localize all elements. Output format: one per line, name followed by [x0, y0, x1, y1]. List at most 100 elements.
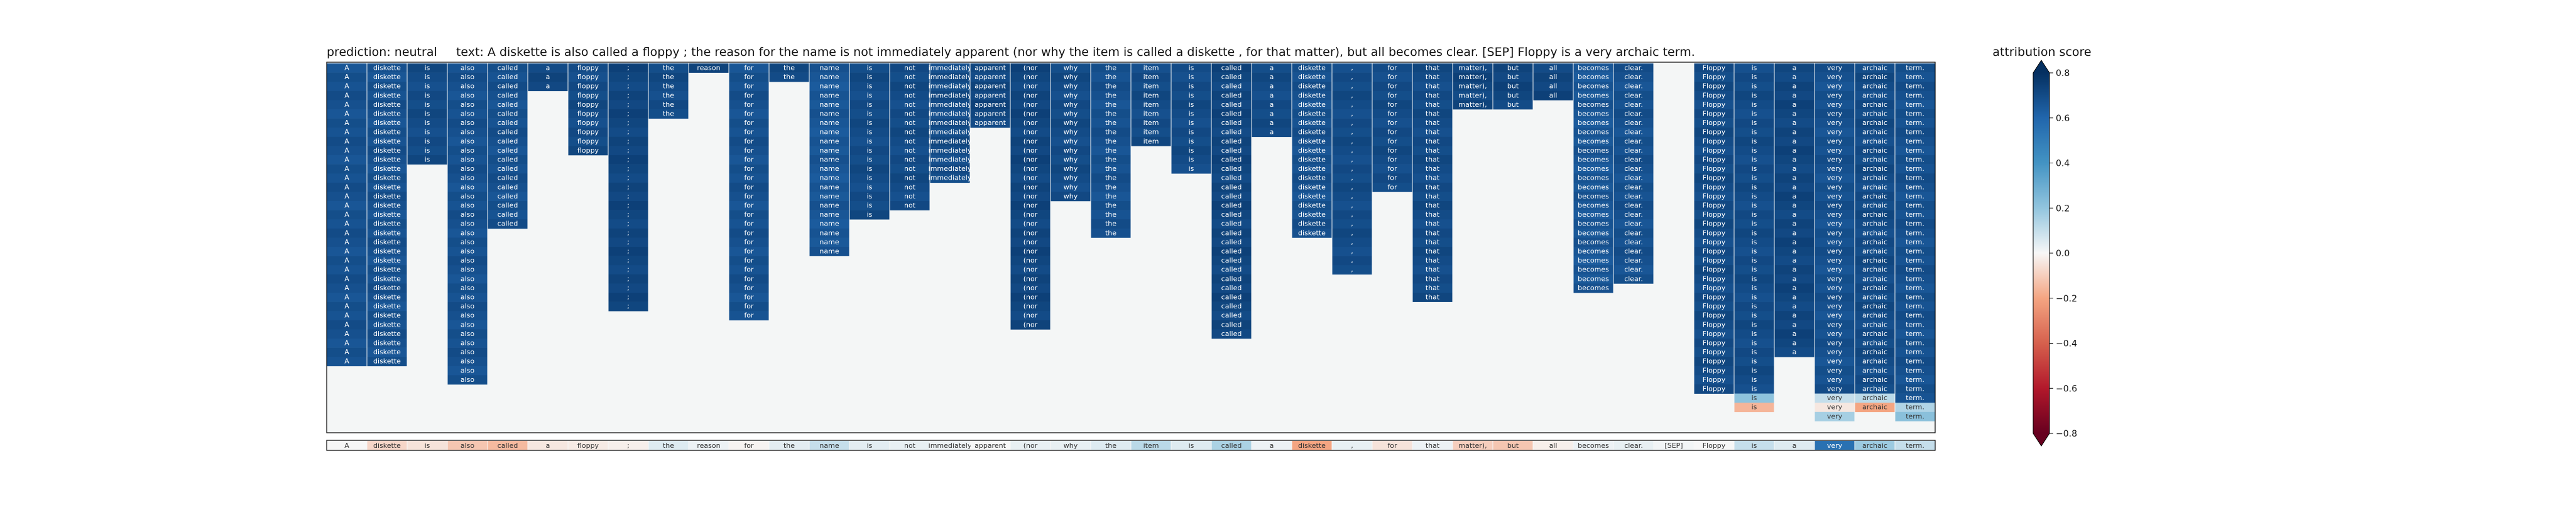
- cell-token-label: called: [498, 110, 518, 118]
- heatmap-cell: [1292, 219, 1332, 229]
- cell-token-label: is: [867, 192, 873, 200]
- cell-token-label: called: [498, 174, 518, 182]
- cell-token-label: a: [1793, 183, 1797, 191]
- heatmap-cell: [1412, 146, 1453, 156]
- heatmap-cell: [1292, 63, 1332, 73]
- heatmap-cell: [930, 100, 970, 110]
- cell-token-label: Floppy: [1703, 210, 1726, 219]
- cell-token-label: term.: [1906, 100, 1924, 109]
- heatmap-cell: [1091, 219, 1131, 229]
- cell-token-label: the: [1105, 91, 1116, 99]
- heatmap-cell: [1815, 256, 1855, 266]
- heatmap-cell: [1412, 210, 1453, 220]
- cell-token-label: the: [663, 110, 674, 118]
- cell-token-label: is: [1189, 73, 1194, 81]
- cell-token-label: clear.: [1624, 183, 1643, 191]
- heatmap-cell: [367, 63, 407, 73]
- cell-token-label: clear.: [1624, 128, 1643, 136]
- heatmap-cell: [1694, 82, 1734, 92]
- heatmap-cell: [1091, 90, 1131, 100]
- cell-token-label: for: [744, 312, 754, 320]
- summary-cell: [1252, 441, 1292, 450]
- heatmap-cell: [1855, 339, 1895, 348]
- cell-token-label: that: [1426, 293, 1440, 301]
- cell-token-label: reason: [697, 64, 720, 72]
- heatmap-cell: [1493, 100, 1533, 110]
- heatmap-cell: [327, 301, 367, 312]
- heatmap-cell: [1613, 192, 1654, 202]
- cell-token-label: is: [1752, 394, 1757, 402]
- cell-token-label: called: [1221, 165, 1242, 173]
- cell-token-label: diskette: [373, 119, 401, 127]
- cell-token-label: archaic: [1862, 137, 1887, 145]
- cell-token-label: the: [1105, 165, 1116, 173]
- colorbar-tick-label: 0.6: [2056, 114, 2070, 124]
- heatmap-cell: [1774, 128, 1815, 138]
- heatmap-cell: [890, 72, 930, 82]
- heatmap-cell: [1774, 201, 1815, 210]
- cell-token-label: that: [1426, 91, 1440, 99]
- cell-token-label: called: [498, 156, 518, 164]
- heatmap-cell: [1774, 228, 1815, 238]
- heatmap-cell: [1694, 136, 1734, 146]
- heatmap-cell: [1774, 82, 1815, 92]
- cell-token-label: clear.: [1624, 256, 1643, 264]
- cell-token-label: why: [1064, 165, 1078, 173]
- cell-token-label: is: [1752, 73, 1757, 81]
- cell-token-label: for: [1387, 165, 1397, 173]
- heatmap-cell: [488, 90, 528, 100]
- heatmap-cell: [367, 339, 407, 348]
- heatmap-cell: [1252, 109, 1292, 119]
- cell-token-label: the: [663, 73, 674, 81]
- heatmap-cell: [1010, 237, 1051, 247]
- heatmap-cell: [1171, 82, 1211, 92]
- heatmap-cell: [528, 82, 568, 92]
- heatmap-cell: [1010, 164, 1051, 174]
- cell-token-label: floppy: [577, 137, 599, 145]
- cell-token-label: (nor: [1023, 274, 1038, 283]
- heatmap-cell: [488, 182, 528, 192]
- heatmap-cell: [608, 265, 648, 275]
- heatmap-cell: [1573, 155, 1613, 165]
- cell-token-label: also: [461, 73, 475, 81]
- cell-token-label: term.: [1906, 220, 1924, 228]
- heatmap-cell: [1292, 118, 1332, 128]
- cell-token-label: archaic: [1862, 73, 1887, 81]
- cell-token-label: for: [744, 220, 754, 228]
- cell-token-label: a: [1793, 302, 1797, 310]
- heatmap-cell: [1010, 72, 1051, 82]
- heatmap-cell: [1211, 100, 1252, 110]
- cell-token-label: also: [461, 82, 475, 90]
- heatmap-cell: [1332, 210, 1372, 220]
- cell-token-label: not: [904, 146, 916, 155]
- cell-token-label: ;: [627, 293, 630, 301]
- cell-token-label: for: [744, 137, 754, 145]
- heatmap-cell: [568, 118, 608, 128]
- heatmap-cell: [1211, 265, 1252, 275]
- cell-token-label: not: [904, 137, 916, 145]
- heatmap-cell: [447, 357, 488, 367]
- cell-token-label: (nor: [1023, 64, 1038, 72]
- heatmap-cell: [1815, 192, 1855, 202]
- heatmap-cell: [1613, 90, 1654, 100]
- cell-token-label: ,: [1351, 247, 1353, 256]
- cell-token-label: diskette: [373, 174, 401, 182]
- cell-token-label: floppy: [577, 128, 599, 136]
- cell-token-label: a: [1793, 284, 1797, 292]
- heatmap-cell: [1774, 274, 1815, 284]
- heatmap-cell: [1895, 339, 1935, 348]
- cell-token-label: why: [1064, 110, 1078, 118]
- cell-token-label: archaic: [1862, 220, 1887, 228]
- heatmap-cell: [1051, 136, 1091, 146]
- cell-token-label: very: [1827, 284, 1843, 292]
- cell-token-label: all: [1549, 64, 1558, 72]
- summary-cell: [1412, 441, 1453, 450]
- heatmap-cell: [367, 155, 407, 165]
- heatmap-cell: [1694, 228, 1734, 238]
- heatmap-cell: [729, 274, 769, 284]
- heatmap-cell: [1091, 72, 1131, 82]
- heatmap-cell: [1734, 283, 1774, 293]
- summary-token-label: called: [498, 442, 518, 450]
- heatmap-cell: [488, 72, 528, 82]
- heatmap-cell: [809, 72, 849, 82]
